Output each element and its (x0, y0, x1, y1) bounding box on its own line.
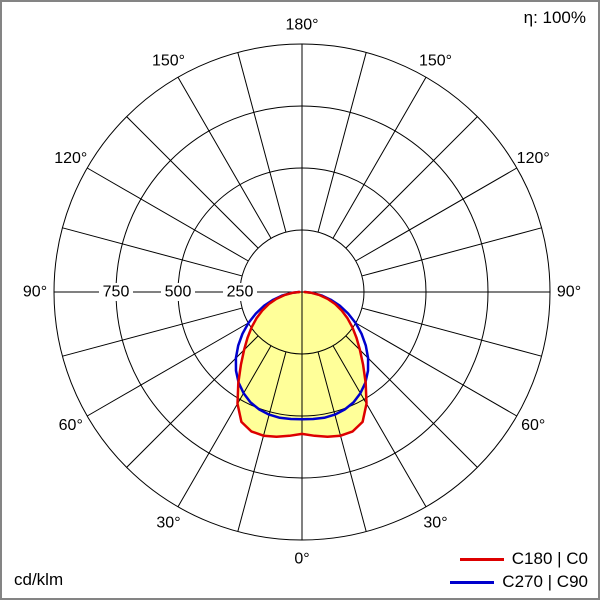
unit-label: cd/klm (14, 570, 64, 589)
legend: C180 | C0 C270 | C90 (450, 549, 588, 592)
angle-tick-label: 90° (23, 284, 47, 301)
legend-label-c90: C270 | C90 (502, 572, 588, 591)
angle-tick-label: 150° (152, 52, 185, 69)
efficiency-label: η: 100% (523, 8, 586, 27)
legend-item-c0: C180 | C0 (450, 549, 588, 569)
legend-item-c90: C270 | C90 (450, 572, 588, 592)
angle-tick-label: 30° (423, 515, 447, 532)
radial-tick-labels: 250 500 750 (99, 283, 257, 301)
legend-label-c0: C180 | C0 (511, 549, 588, 568)
radial-tick-label: 250 (227, 284, 254, 301)
angle-tick-label: 0° (294, 551, 309, 568)
angle-tick-label: 60° (521, 417, 545, 434)
angle-tick-label: 120° (517, 150, 550, 167)
radial-tick-label: 750 (103, 284, 130, 301)
angle-tick-label: 180° (285, 17, 318, 34)
radial-tick-label: 500 (165, 284, 192, 301)
angle-tick-label: 150° (419, 52, 452, 69)
legend-line-c90-icon (450, 580, 495, 584)
angle-tick-label: 60° (59, 417, 83, 434)
curve-c90-c270 (234, 290, 370, 421)
angle-tick-label: 90° (557, 284, 581, 301)
angle-tick-labels: 0° 30° 30° 60° 60° 90° 90° 120° 120° 150° 150° 180° (23, 17, 581, 568)
polar-grid (53, 43, 551, 541)
legend-line-c0-icon (459, 557, 504, 561)
angle-tick-label: 30° (156, 515, 180, 532)
curve-c0-c180 (236, 290, 368, 439)
angle-tick-label: 120° (54, 150, 87, 167)
